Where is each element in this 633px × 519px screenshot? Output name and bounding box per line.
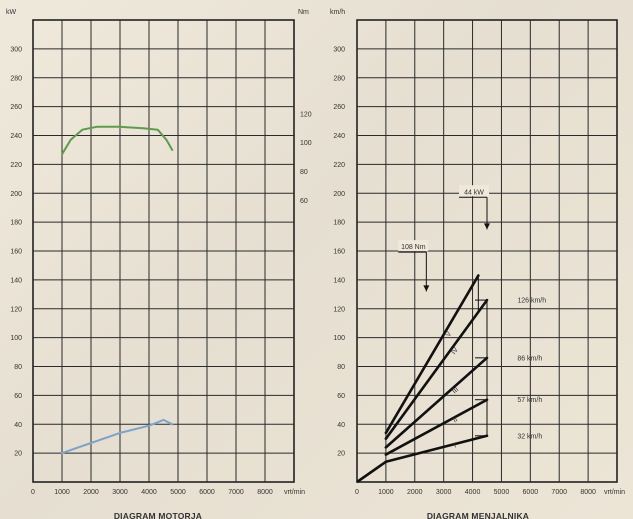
engine-curve-upper xyxy=(61,125,174,156)
nm-tick-label: 100 xyxy=(300,140,312,147)
kw-tick-label: 60 xyxy=(14,393,22,400)
speed-tick-label: 240 xyxy=(333,133,345,140)
engine-diagram-panel: 20 40 60 80 100 120 140 160 180 200 220 240 260 280 30… xyxy=(6,9,312,519)
gear-line-4 xyxy=(384,298,489,440)
engine-rpm-unit: vrt/min xyxy=(284,489,305,496)
engine-chart-title: DIAGRAM MOTORJA xyxy=(114,511,202,519)
kw-tick-label: 260 xyxy=(10,104,22,111)
gear-line-5 xyxy=(384,274,480,435)
kw-tick-label: 160 xyxy=(10,249,22,256)
speed-tick-label: 120 xyxy=(333,306,345,313)
gear-line-2 xyxy=(384,398,489,456)
engine-curve-lower xyxy=(61,418,174,455)
speed-tick-label: 20 xyxy=(337,451,345,458)
kw-tick-label: 140 xyxy=(10,277,22,284)
gear-top-speed-label: 57 km/h xyxy=(517,397,542,404)
speed-tick-label: 40 xyxy=(337,422,345,429)
kw-tick-label: 20 xyxy=(14,451,22,458)
gear-line-1 xyxy=(384,434,489,464)
gearbox-speed-ticks: 20 40 60 80 100 120 140 160 180 200 220 240 260 280 30… xyxy=(333,46,345,457)
kw-tick-label: 220 xyxy=(10,162,22,169)
speed-tick-label: 180 xyxy=(333,220,345,227)
engine-nm-unit: Nm xyxy=(298,9,309,16)
kw-tick-label: 280 xyxy=(10,75,22,82)
engine-grid xyxy=(33,20,294,482)
gearbox-diagram-panel: 20 40 60 80 100 120 140 160 180 200 220 240 260 280 30… xyxy=(330,9,625,519)
annotation-arrowhead xyxy=(423,285,430,292)
gear-top-speed-label: 126 km/h xyxy=(517,298,546,305)
gear-top-speed-label: 86 km/h xyxy=(517,355,542,362)
gear-number-label: III xyxy=(451,386,460,395)
kw-tick-label: 80 xyxy=(14,364,22,371)
gearbox-series: 32 km/h I 57 km/h II 86 km/h III 126 km/h IV V xyxy=(356,274,546,484)
gearbox-annotations: 108 Nm 44 kW xyxy=(398,185,490,292)
kw-tick-label: 180 xyxy=(10,220,22,227)
gear-number-label: I xyxy=(453,442,457,449)
kw-tick-label: 40 xyxy=(14,422,22,429)
speed-tick-label: 60 xyxy=(337,393,345,400)
gear-number-label: IV xyxy=(451,346,461,356)
gearbox-chart-title: DIAGRAM MENJALNIKA xyxy=(427,511,529,519)
speed-tick-label: 300 xyxy=(333,46,345,53)
rpm-tick-label: 5000 xyxy=(170,489,186,496)
engine-series xyxy=(61,125,174,455)
annotation-backdrop xyxy=(459,185,489,197)
rpm-tick-label: 0 xyxy=(355,489,359,496)
speed-tick-label: 140 xyxy=(333,277,345,284)
rpm-tick-label: 8000 xyxy=(580,489,596,496)
rpm-tick-label: 4000 xyxy=(141,489,157,496)
gear-line-3 xyxy=(384,356,489,449)
nm-tick-label: 120 xyxy=(300,111,312,118)
gearbox-rpm-ticks: 0 1000 2000 3000 4000 5000 6000 7000 8000 xyxy=(355,489,596,496)
rpm-tick-label: 3000 xyxy=(112,489,128,496)
kw-tick-label: 100 xyxy=(10,335,22,342)
rpm-tick-label: 1000 xyxy=(378,489,394,496)
speed-tick-label: 200 xyxy=(333,191,345,198)
speed-tick-label: 220 xyxy=(333,162,345,169)
kw-tick-label: 120 xyxy=(10,306,22,313)
gear-baseline-line xyxy=(356,460,387,484)
annotation-arrowhead xyxy=(484,223,490,230)
speed-tick-label: 100 xyxy=(333,335,345,342)
speed-tick-label: 260 xyxy=(333,104,345,111)
torque-annotation-label: 108 Nm xyxy=(401,244,426,251)
engine-nm-ticks: 60 80 100 120 xyxy=(300,111,312,205)
rpm-tick-label: 1000 xyxy=(54,489,70,496)
kw-tick-label: 200 xyxy=(10,191,22,198)
rpm-tick-label: 2000 xyxy=(83,489,99,496)
engine-kw-ticks: 20 40 60 80 100 120 140 160 180 200 220 240 260 280 30… xyxy=(10,46,22,457)
gear-top-speed-label: 32 km/h xyxy=(517,433,542,440)
speed-tick-label: 160 xyxy=(333,249,345,256)
rpm-tick-label: 7000 xyxy=(551,489,567,496)
rpm-tick-label: 2000 xyxy=(407,489,423,496)
gearbox-rpm-unit: vrt/min xyxy=(604,489,625,496)
kw-tick-label: 300 xyxy=(10,46,22,53)
rpm-tick-label: 0 xyxy=(31,489,35,496)
rpm-tick-label: 6000 xyxy=(199,489,215,496)
nm-tick-label: 80 xyxy=(300,169,308,176)
gearbox-speed-unit: km/h xyxy=(330,9,345,16)
power-annotation-label: 44 kW xyxy=(464,189,484,196)
rpm-tick-label: 7000 xyxy=(228,489,244,496)
engine-kw-unit: kW xyxy=(6,9,17,16)
rpm-tick-label: 3000 xyxy=(436,489,452,496)
rpm-tick-label: 4000 xyxy=(465,489,481,496)
speed-tick-label: 80 xyxy=(337,364,345,371)
nm-tick-label: 60 xyxy=(300,198,308,205)
rpm-tick-label: 8000 xyxy=(257,489,273,496)
rpm-tick-label: 5000 xyxy=(494,489,510,496)
gear-number-label: II xyxy=(452,416,459,424)
kw-tick-label: 240 xyxy=(10,133,22,140)
engine-rpm-ticks: 0 1000 2000 3000 4000 5000 6000 7000 8000 xyxy=(31,489,273,496)
rpm-tick-label: 6000 xyxy=(523,489,539,496)
speed-tick-label: 280 xyxy=(333,75,345,82)
annotation-backdrop xyxy=(398,240,429,252)
gear-number-label: V xyxy=(445,330,454,338)
